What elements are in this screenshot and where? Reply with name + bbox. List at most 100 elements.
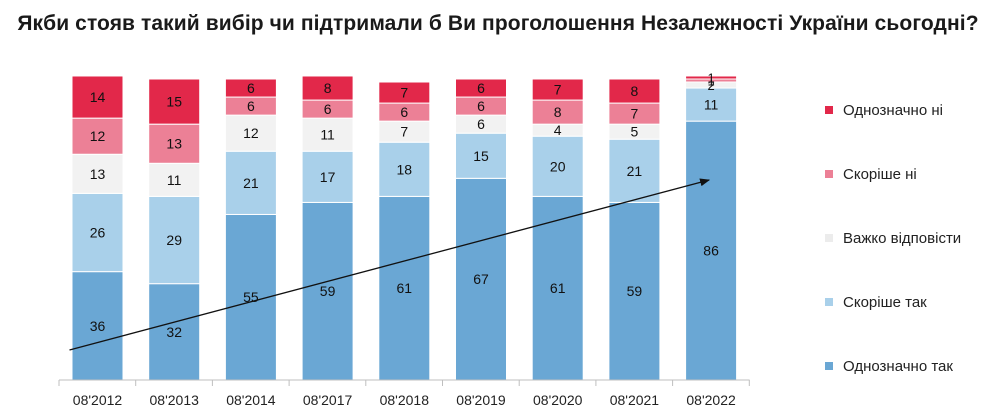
data-label: 2 bbox=[707, 78, 714, 93]
data-label: 15 bbox=[166, 94, 182, 110]
data-label: 6 bbox=[247, 98, 255, 114]
bar-segment bbox=[301, 201, 354, 381]
bar-segment bbox=[531, 78, 584, 101]
bar-segment bbox=[685, 120, 738, 381]
bar-segment bbox=[71, 117, 124, 155]
data-label: 7 bbox=[554, 82, 562, 98]
bars-group: 3626131214322911131555211266591711686118… bbox=[71, 70, 738, 381]
bar-segment bbox=[148, 283, 201, 381]
x-tick-label: 08'2019 bbox=[456, 392, 506, 408]
bar-segment bbox=[608, 138, 661, 203]
bar-segment bbox=[148, 78, 201, 125]
legend-item: Важко відповісти bbox=[825, 228, 961, 248]
bar-segment bbox=[608, 201, 661, 381]
legend-label: Скоріше ні bbox=[843, 165, 917, 183]
legend-item: Однозначно так bbox=[825, 356, 953, 376]
data-label: 21 bbox=[243, 175, 259, 191]
data-label: 8 bbox=[554, 104, 562, 120]
data-label: 6 bbox=[477, 98, 485, 114]
data-label: 11 bbox=[704, 97, 719, 113]
legend-label: Скоріше так bbox=[843, 293, 927, 311]
data-label: 6 bbox=[477, 116, 485, 132]
bar-segment bbox=[608, 78, 661, 104]
legend-item: Скоріше так bbox=[825, 292, 927, 312]
x-tick-label: 08'2017 bbox=[303, 392, 353, 408]
data-label: 32 bbox=[166, 324, 182, 340]
bar-segment bbox=[378, 141, 431, 197]
trend-arrow-group bbox=[69, 178, 711, 351]
data-label: 4 bbox=[554, 122, 562, 138]
data-label: 14 bbox=[90, 89, 106, 105]
data-label: 11 bbox=[167, 172, 182, 188]
bar-segment bbox=[301, 75, 354, 101]
data-label: 7 bbox=[400, 124, 408, 140]
legend-label: Важко відповісти bbox=[843, 229, 962, 247]
legend-label: Однозначно так bbox=[843, 357, 953, 375]
data-label: 6 bbox=[477, 80, 485, 96]
data-label: 8 bbox=[631, 83, 639, 99]
bar-segment bbox=[148, 195, 201, 285]
bar-segment bbox=[224, 78, 277, 98]
data-label: 6 bbox=[324, 101, 332, 117]
data-label: 59 bbox=[627, 283, 643, 299]
x-axis: 08'2012 08'2013 08'2014 08'2017 08'2018 08'20… bbox=[58, 379, 750, 408]
bar-segment bbox=[224, 150, 277, 215]
legend-swatch bbox=[825, 298, 833, 306]
legend-item: Скоріше ні bbox=[825, 164, 917, 184]
chart-title: Якби стояв такий вибір чи підтримали б В… bbox=[17, 12, 979, 35]
legend-label: Однозначно ні bbox=[843, 101, 943, 119]
x-tick-label: 08'2014 bbox=[226, 392, 276, 408]
data-label: 7 bbox=[631, 106, 639, 122]
data-label: 61 bbox=[397, 280, 413, 296]
legend-swatch bbox=[825, 362, 833, 370]
x-tick-label: 08'2013 bbox=[150, 392, 200, 408]
data-label: 36 bbox=[90, 318, 106, 334]
data-label: 11 bbox=[320, 127, 335, 143]
bar-segment bbox=[531, 195, 584, 381]
data-label: 1 bbox=[707, 74, 714, 89]
data-label: 67 bbox=[473, 271, 489, 287]
bar-segment bbox=[685, 75, 738, 80]
data-label: 86 bbox=[703, 243, 719, 259]
bar-segment bbox=[148, 123, 201, 164]
bar-segment bbox=[455, 78, 507, 98]
data-label: 6 bbox=[400, 104, 408, 120]
bar-segment bbox=[455, 132, 507, 179]
data-label: 26 bbox=[90, 225, 106, 241]
data-label: 13 bbox=[90, 166, 106, 182]
bar-segment bbox=[148, 162, 201, 197]
data-label: 15 bbox=[473, 148, 489, 164]
x-tick-label: 08'2012 bbox=[73, 392, 123, 408]
data-label: 13 bbox=[166, 136, 182, 152]
bar-segment bbox=[531, 135, 584, 197]
data-label: 5 bbox=[631, 124, 639, 140]
bar-segment bbox=[224, 114, 277, 152]
data-label: 20 bbox=[550, 158, 566, 174]
bar-segment bbox=[685, 87, 738, 122]
legend-swatch bbox=[825, 106, 833, 114]
x-tick-label: 08'2022 bbox=[686, 392, 736, 408]
bar-segment bbox=[71, 75, 124, 119]
data-label: 6 bbox=[247, 80, 255, 96]
data-label: 1 bbox=[707, 70, 714, 85]
x-tick-label: 08'2020 bbox=[533, 392, 583, 408]
data-label: 17 bbox=[320, 169, 336, 185]
bar-segment bbox=[71, 271, 124, 381]
legend-swatch bbox=[825, 234, 833, 242]
data-label: 61 bbox=[550, 280, 566, 296]
x-tick-label: 08'2018 bbox=[380, 392, 430, 408]
legend-item: Однозначно ні bbox=[825, 100, 943, 120]
data-label: 29 bbox=[166, 232, 182, 248]
data-label: 59 bbox=[320, 283, 336, 299]
legend-swatch bbox=[825, 170, 833, 178]
x-tick-label: 08'2021 bbox=[610, 392, 660, 408]
bar-segment bbox=[378, 81, 431, 104]
data-label: 12 bbox=[90, 128, 106, 144]
data-label: 21 bbox=[627, 163, 643, 179]
data-label: 8 bbox=[324, 80, 332, 96]
bar-segment bbox=[378, 195, 431, 381]
data-label: 18 bbox=[397, 161, 413, 177]
data-label: 12 bbox=[243, 125, 259, 141]
bar-segment bbox=[301, 150, 354, 203]
